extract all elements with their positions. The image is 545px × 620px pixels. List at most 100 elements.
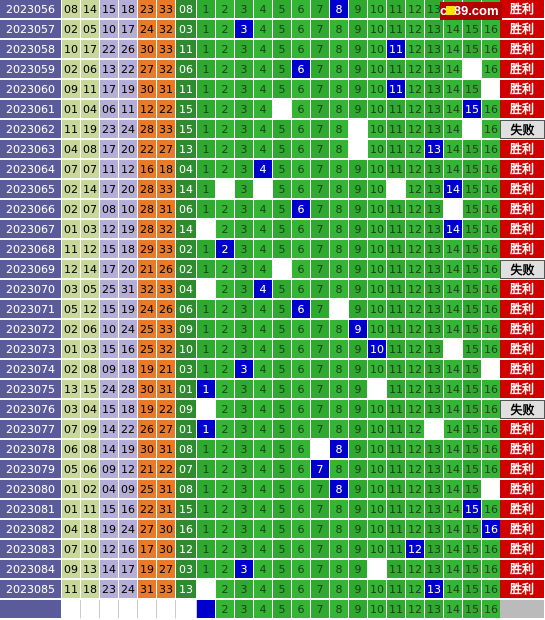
trend-cell: 2: [216, 500, 235, 519]
footer-result-cell: [500, 600, 545, 619]
drawn-number-cell: 23: [100, 120, 119, 139]
trend-cell: 13: [425, 580, 444, 599]
trend-cell: 1: [197, 580, 216, 599]
trend-cell: 7: [311, 40, 330, 59]
trend-cell: 8: [330, 120, 349, 139]
trend-cell: 3: [235, 80, 254, 99]
trend-cell: 6: [292, 60, 311, 79]
trend-cell: 12: [406, 540, 425, 559]
trend-cell: 3: [235, 340, 254, 359]
trend-cell: 10: [368, 280, 387, 299]
trend-cell: 16: [482, 120, 501, 139]
trend-cell: 2: [216, 580, 235, 599]
trend-cell: 16: [482, 440, 501, 459]
drawn-number-cell: 28: [138, 180, 157, 199]
trend-cell: 7: [311, 200, 330, 219]
trend-cell: 4: [254, 100, 273, 119]
drawn-number-cell: 05: [62, 460, 81, 479]
trend-cell: 4: [254, 520, 273, 539]
trend-cell: 12: [406, 200, 425, 219]
trend-cell: 11: [387, 340, 406, 359]
trend-cell: 2: [216, 560, 235, 579]
trend-cell: 11: [387, 200, 406, 219]
trend-cell: 3: [235, 320, 254, 339]
trend-cell: 5: [273, 60, 292, 79]
trend-cell: 12: [406, 500, 425, 519]
trend-cell: 1: [197, 340, 216, 359]
trend-cell: 5: [273, 160, 292, 179]
result-badge: 胜利: [500, 340, 545, 359]
trend-cell: 10: [368, 260, 387, 279]
table-row: 2023063 04 08 17 20 22 27 13 1 2 3 4 5 6 7 8 9 10 11 12 13 14…: [0, 140, 545, 160]
sum-cell: 16: [176, 520, 197, 539]
drawn-number-cell: 31: [119, 280, 138, 299]
drawn-number-cell: 04: [62, 520, 81, 539]
trend-cell: 3: [235, 520, 254, 539]
drawn-number-cell: 08: [62, 0, 81, 19]
drawn-number-cell: 18: [119, 240, 138, 259]
trend-cell: 6: [292, 200, 311, 219]
table-row: 2023076 03 04 15 18 19 22 09 1 2 3 4 5 6 7 8 9 10 11 12 13 14…: [0, 400, 545, 420]
trend-cell: 6: [292, 280, 311, 299]
result-badge: 胜利: [500, 300, 545, 319]
trend-cell: 12: [406, 60, 425, 79]
drawn-number-cell: 18: [81, 520, 100, 539]
trend-cell: 4: [254, 600, 273, 619]
drawn-number-cell: 03: [81, 340, 100, 359]
trend-cell: 9: [349, 220, 368, 239]
trend-cell: 12: [406, 220, 425, 239]
trend-cell: 11: [387, 180, 406, 199]
trend-cell: 9: [349, 540, 368, 559]
sum-cell: 13: [176, 580, 197, 599]
sum-cell: 15: [176, 500, 197, 519]
drawn-number-cell: 24: [119, 320, 138, 339]
trend-cell: 4: [254, 580, 273, 599]
trend-cell: 12: [406, 260, 425, 279]
trend-cell: 12: [406, 140, 425, 159]
drawn-number-cell: 33: [157, 280, 176, 299]
trend-cell: 14: [444, 460, 463, 479]
trend-cell: 4: [254, 460, 273, 479]
trend-cell: 5: [273, 300, 292, 319]
drawn-number-cell: 24: [119, 520, 138, 539]
trend-cell: 4: [254, 540, 273, 559]
drawn-number-cell: 30: [157, 540, 176, 559]
trend-cell: 5: [273, 40, 292, 59]
table-row: 2023061 01 04 06 11 12 22 15 1 2 3 4 5 6 7 8 9 10 11 12 13 14…: [0, 100, 545, 120]
sum-cell: 07: [176, 460, 197, 479]
trend-cell: 2: [216, 260, 235, 279]
trend-cell: 5: [273, 340, 292, 359]
drawn-number-cell: 22: [157, 400, 176, 419]
trend-cell: 12: [406, 360, 425, 379]
drawn-number-cell: 22: [157, 460, 176, 479]
trend-cell: 5: [273, 420, 292, 439]
drawn-number-cell: 17: [119, 20, 138, 39]
site-logo[interactable]: cz89.com: [440, 2, 502, 20]
drawn-number-cell: 19: [119, 300, 138, 319]
trend-cell: 15: [463, 160, 482, 179]
trend-cell: 3: [235, 240, 254, 259]
result-badge: 失败: [500, 260, 545, 279]
trend-cell: 8: [330, 600, 349, 619]
period-cell: 2023085: [0, 580, 62, 599]
table-row: 2023067 01 03 12 19 28 32 14 1 2 3 4 5 6 7 8 9 10 11 12 13 14…: [0, 220, 545, 240]
table-row: 2023078 06 08 14 19 30 31 08 1 2 3 4 5 6 7 8 9 10 11 12 13 14…: [0, 440, 545, 460]
trend-cell: 15: [463, 580, 482, 599]
trend-cell: 15: [463, 340, 482, 359]
trend-cell: 14: [444, 180, 463, 199]
drawn-number-cell: 32: [138, 280, 157, 299]
drawn-number-cell: 22: [138, 140, 157, 159]
trend-cell: 3: [235, 480, 254, 499]
period-cell: 2023079: [0, 460, 62, 479]
period-cell: 2023083: [0, 540, 62, 559]
trend-cell: 2: [216, 400, 235, 419]
sum-cell: 09: [176, 320, 197, 339]
trend-cell: 8: [330, 540, 349, 559]
trend-cell: 3: [235, 420, 254, 439]
trend-cell: 11: [387, 520, 406, 539]
table-row: 2023070 03 05 25 31 32 33 04 1 2 3 4 5 6 7 8 9 10 11 12 13 14…: [0, 280, 545, 300]
trend-cell: 13: [425, 340, 444, 359]
trend-cell: 10: [368, 140, 387, 159]
trend-cell: 10: [368, 60, 387, 79]
trend-cell: 9: [349, 360, 368, 379]
